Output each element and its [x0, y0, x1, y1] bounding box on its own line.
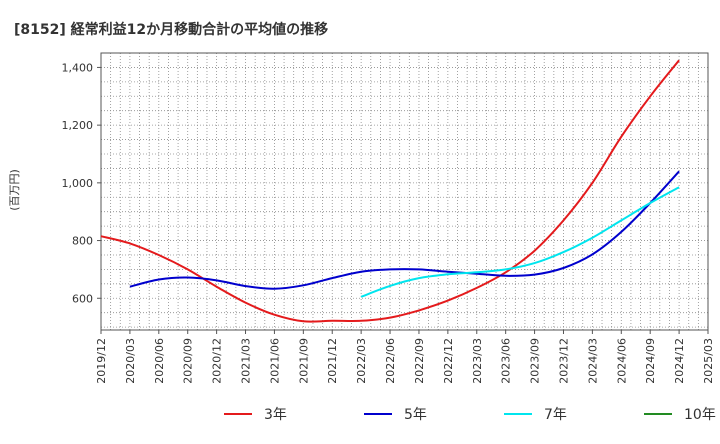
y-tick-label: 600	[72, 292, 93, 305]
x-tick-label: 2021/03	[240, 338, 253, 384]
plot-area	[101, 53, 708, 330]
y-tick-label: 800	[72, 235, 93, 248]
x-tick-label: 2020/06	[153, 338, 166, 384]
x-tick-label: 2024/12	[673, 338, 686, 384]
x-tick-label: 2023/06	[500, 338, 513, 384]
legend-label-1: 3年	[264, 407, 287, 423]
x-tick-label: 2022/09	[413, 338, 426, 384]
legend-label-3: 7年	[544, 407, 567, 423]
x-tick-label: 2019/12	[95, 338, 108, 384]
x-tick-label: 2022/12	[442, 338, 455, 384]
x-tick-label: 2022/06	[384, 338, 397, 384]
x-tick-label: 2024/09	[644, 338, 657, 384]
x-tick-label: 2023/03	[471, 338, 484, 384]
y-tick-label: 1,400	[62, 61, 94, 74]
y-tick-label: 1,000	[62, 177, 94, 190]
chart-title: [8152] 経常利益12か月移動合計の平均値の推移	[14, 21, 328, 38]
x-tick-label: 2021/06	[268, 338, 281, 384]
x-tick-label: 2025/03	[702, 338, 715, 384]
x-tick-label: 2024/06	[615, 338, 628, 384]
x-tick-label: 2024/03	[586, 338, 599, 384]
x-tick-label: 2023/09	[529, 338, 542, 384]
y-axis-label: (百万円)	[8, 169, 21, 211]
x-tick-label: 2020/09	[182, 338, 195, 384]
legend-label-4: 10年	[684, 407, 716, 423]
x-tick-label: 2021/12	[326, 338, 339, 384]
x-tick-label: 2020/03	[124, 338, 137, 384]
series-line-3	[360, 186, 680, 298]
x-tick-label: 2020/12	[211, 338, 224, 384]
series-line-2	[129, 170, 680, 290]
legend-label-2: 5年	[404, 407, 427, 423]
x-tick-label: 2021/09	[297, 338, 310, 384]
y-tick-label: 1,200	[62, 119, 94, 132]
plot-frame	[100, 52, 709, 331]
series-line-1	[100, 59, 680, 323]
x-tick-label: 2023/12	[557, 338, 570, 384]
x-tick-label: 2022/03	[355, 338, 368, 384]
